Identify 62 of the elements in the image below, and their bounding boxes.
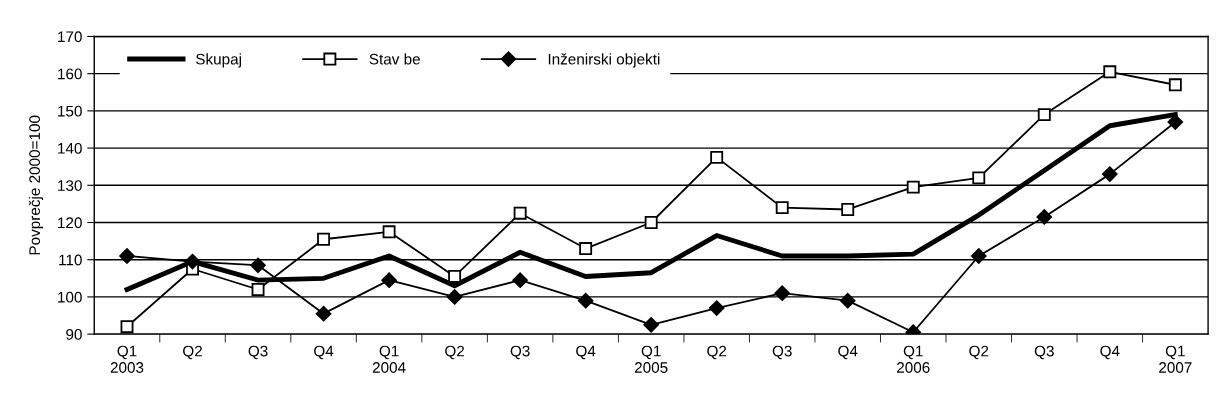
point bbox=[317, 232, 331, 246]
x-tick-label: Q4 bbox=[576, 345, 596, 360]
point bbox=[382, 225, 396, 239]
x-tick-label: Q1 2007 bbox=[1159, 345, 1192, 373]
y-tick-label: 140 bbox=[58, 142, 82, 154]
point bbox=[1037, 108, 1051, 122]
y-tick-label: 150 bbox=[58, 105, 82, 117]
point bbox=[315, 305, 332, 322]
y-tick-label: 90 bbox=[66, 328, 82, 340]
point bbox=[839, 292, 856, 309]
point bbox=[1168, 78, 1182, 92]
point bbox=[644, 216, 658, 229]
legend-label: Stav be bbox=[369, 53, 420, 65]
x-tick-label: Q2 bbox=[969, 345, 989, 360]
x-tick-label: Q3 bbox=[772, 345, 792, 360]
y-tick-label: 170 bbox=[58, 31, 82, 43]
x-tick-label: Q2 bbox=[707, 345, 727, 360]
point bbox=[120, 320, 134, 334]
point bbox=[643, 317, 659, 333]
point bbox=[972, 171, 986, 185]
x-tick-label: Q1 2006 bbox=[897, 345, 930, 373]
point bbox=[184, 253, 201, 270]
point bbox=[906, 180, 920, 194]
point bbox=[446, 289, 463, 305]
point bbox=[1102, 166, 1118, 182]
x-tick-label: Q4 bbox=[314, 345, 334, 360]
y-tick-label: 130 bbox=[58, 180, 82, 191]
x-tick-label: Q2 bbox=[445, 345, 465, 360]
legend-label: Inženirski objekti bbox=[548, 53, 660, 68]
point bbox=[381, 272, 397, 288]
point bbox=[579, 242, 593, 256]
x-tick-label: Q3 bbox=[248, 345, 268, 360]
point bbox=[1103, 65, 1117, 79]
y-axis-title: Povprečje 2000=100 bbox=[28, 115, 44, 255]
point bbox=[775, 201, 789, 215]
x-tick-label: Q3 bbox=[510, 345, 530, 360]
y-tick-label: 100 bbox=[58, 291, 82, 303]
point bbox=[250, 257, 266, 274]
point bbox=[841, 203, 855, 216]
x-tick-label: Q1 2004 bbox=[372, 345, 406, 373]
x-tick-label: Q2 bbox=[183, 345, 202, 360]
x-tick-label: Q3 bbox=[1034, 345, 1054, 360]
y-tick-label: 160 bbox=[58, 68, 82, 80]
legend-label: Skupaj bbox=[196, 53, 241, 68]
point bbox=[119, 248, 135, 264]
y-tick-label: 120 bbox=[58, 217, 82, 229]
point bbox=[1167, 114, 1184, 130]
point bbox=[448, 269, 462, 283]
point bbox=[251, 283, 265, 296]
y-tick-label: 110 bbox=[59, 254, 82, 266]
point bbox=[710, 150, 724, 164]
point bbox=[708, 300, 725, 316]
point bbox=[1036, 209, 1053, 225]
point bbox=[577, 292, 594, 309]
x-tick-label: Q1 2005 bbox=[634, 345, 668, 373]
x-tick-label: Q4 bbox=[838, 345, 858, 360]
point bbox=[513, 206, 527, 220]
x-tick-label: Q1 2003 bbox=[110, 345, 144, 373]
point bbox=[774, 285, 790, 301]
x-tick-label: Q4 bbox=[1100, 345, 1120, 360]
point bbox=[970, 248, 987, 264]
point bbox=[512, 272, 528, 288]
